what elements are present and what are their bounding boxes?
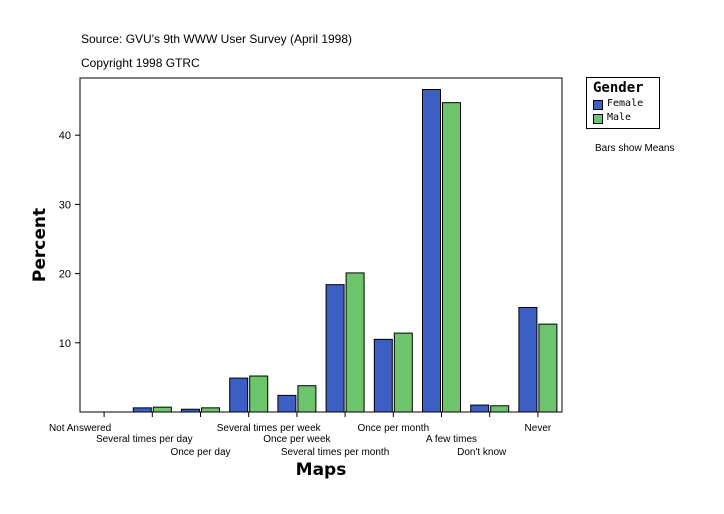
bar-female: [373, 338, 393, 413]
bar-female: [277, 394, 297, 413]
bar-female: [132, 407, 152, 413]
bar-female: [470, 404, 490, 413]
y-tick-label: 20: [59, 269, 71, 281]
bar-male: [442, 102, 461, 413]
bar-male: [201, 407, 220, 413]
x-axis-title: Maps: [296, 460, 347, 480]
copyright-line: Copyright 1998 GTRC: [81, 56, 200, 70]
bar-male: [345, 272, 365, 413]
x-tick-label: Don't know: [457, 447, 507, 458]
bar-female: [229, 377, 249, 413]
x-tick-label: Once per week: [263, 434, 331, 445]
legend-title: Gender: [593, 80, 644, 96]
x-tick-label: Never: [525, 423, 552, 434]
legend-swatch-female: [593, 100, 603, 110]
x-tick-label: Several times per week: [217, 423, 322, 434]
source-line: Source: GVU's 9th WWW User Survey (April…: [81, 32, 353, 46]
x-tick-label: A few times: [426, 434, 477, 445]
x-tick-label: Several times per day: [96, 434, 193, 445]
plot-frame: [79, 77, 563, 413]
legend-label-male: Male: [607, 112, 632, 123]
y-tick-label: 10: [59, 338, 71, 350]
y-tick-label: 30: [59, 199, 71, 211]
bars-note: Bars show Means: [595, 143, 675, 154]
bar-male: [152, 406, 172, 413]
bar-female: [422, 89, 441, 413]
legend-label-female: Female: [607, 98, 644, 109]
bar-female: [518, 307, 538, 413]
bar-male: [297, 385, 317, 413]
legend-swatch-male: [593, 114, 603, 124]
y-tick-label: 40: [59, 130, 71, 142]
legend: Gender Female Male: [586, 77, 660, 129]
bar-male: [538, 323, 558, 413]
bar-female: [181, 408, 200, 413]
x-tick-label: Once per day: [170, 447, 230, 458]
bar-male: [393, 332, 413, 413]
bar-male: [249, 375, 269, 413]
x-tick-label: Several times per month: [281, 447, 389, 458]
x-tick-label: Once per month: [357, 423, 429, 434]
y-axis-title: Percent: [30, 208, 50, 282]
bar-female: [325, 284, 345, 413]
bar-male: [490, 405, 510, 413]
x-tick-label: Not Answered: [49, 423, 111, 434]
